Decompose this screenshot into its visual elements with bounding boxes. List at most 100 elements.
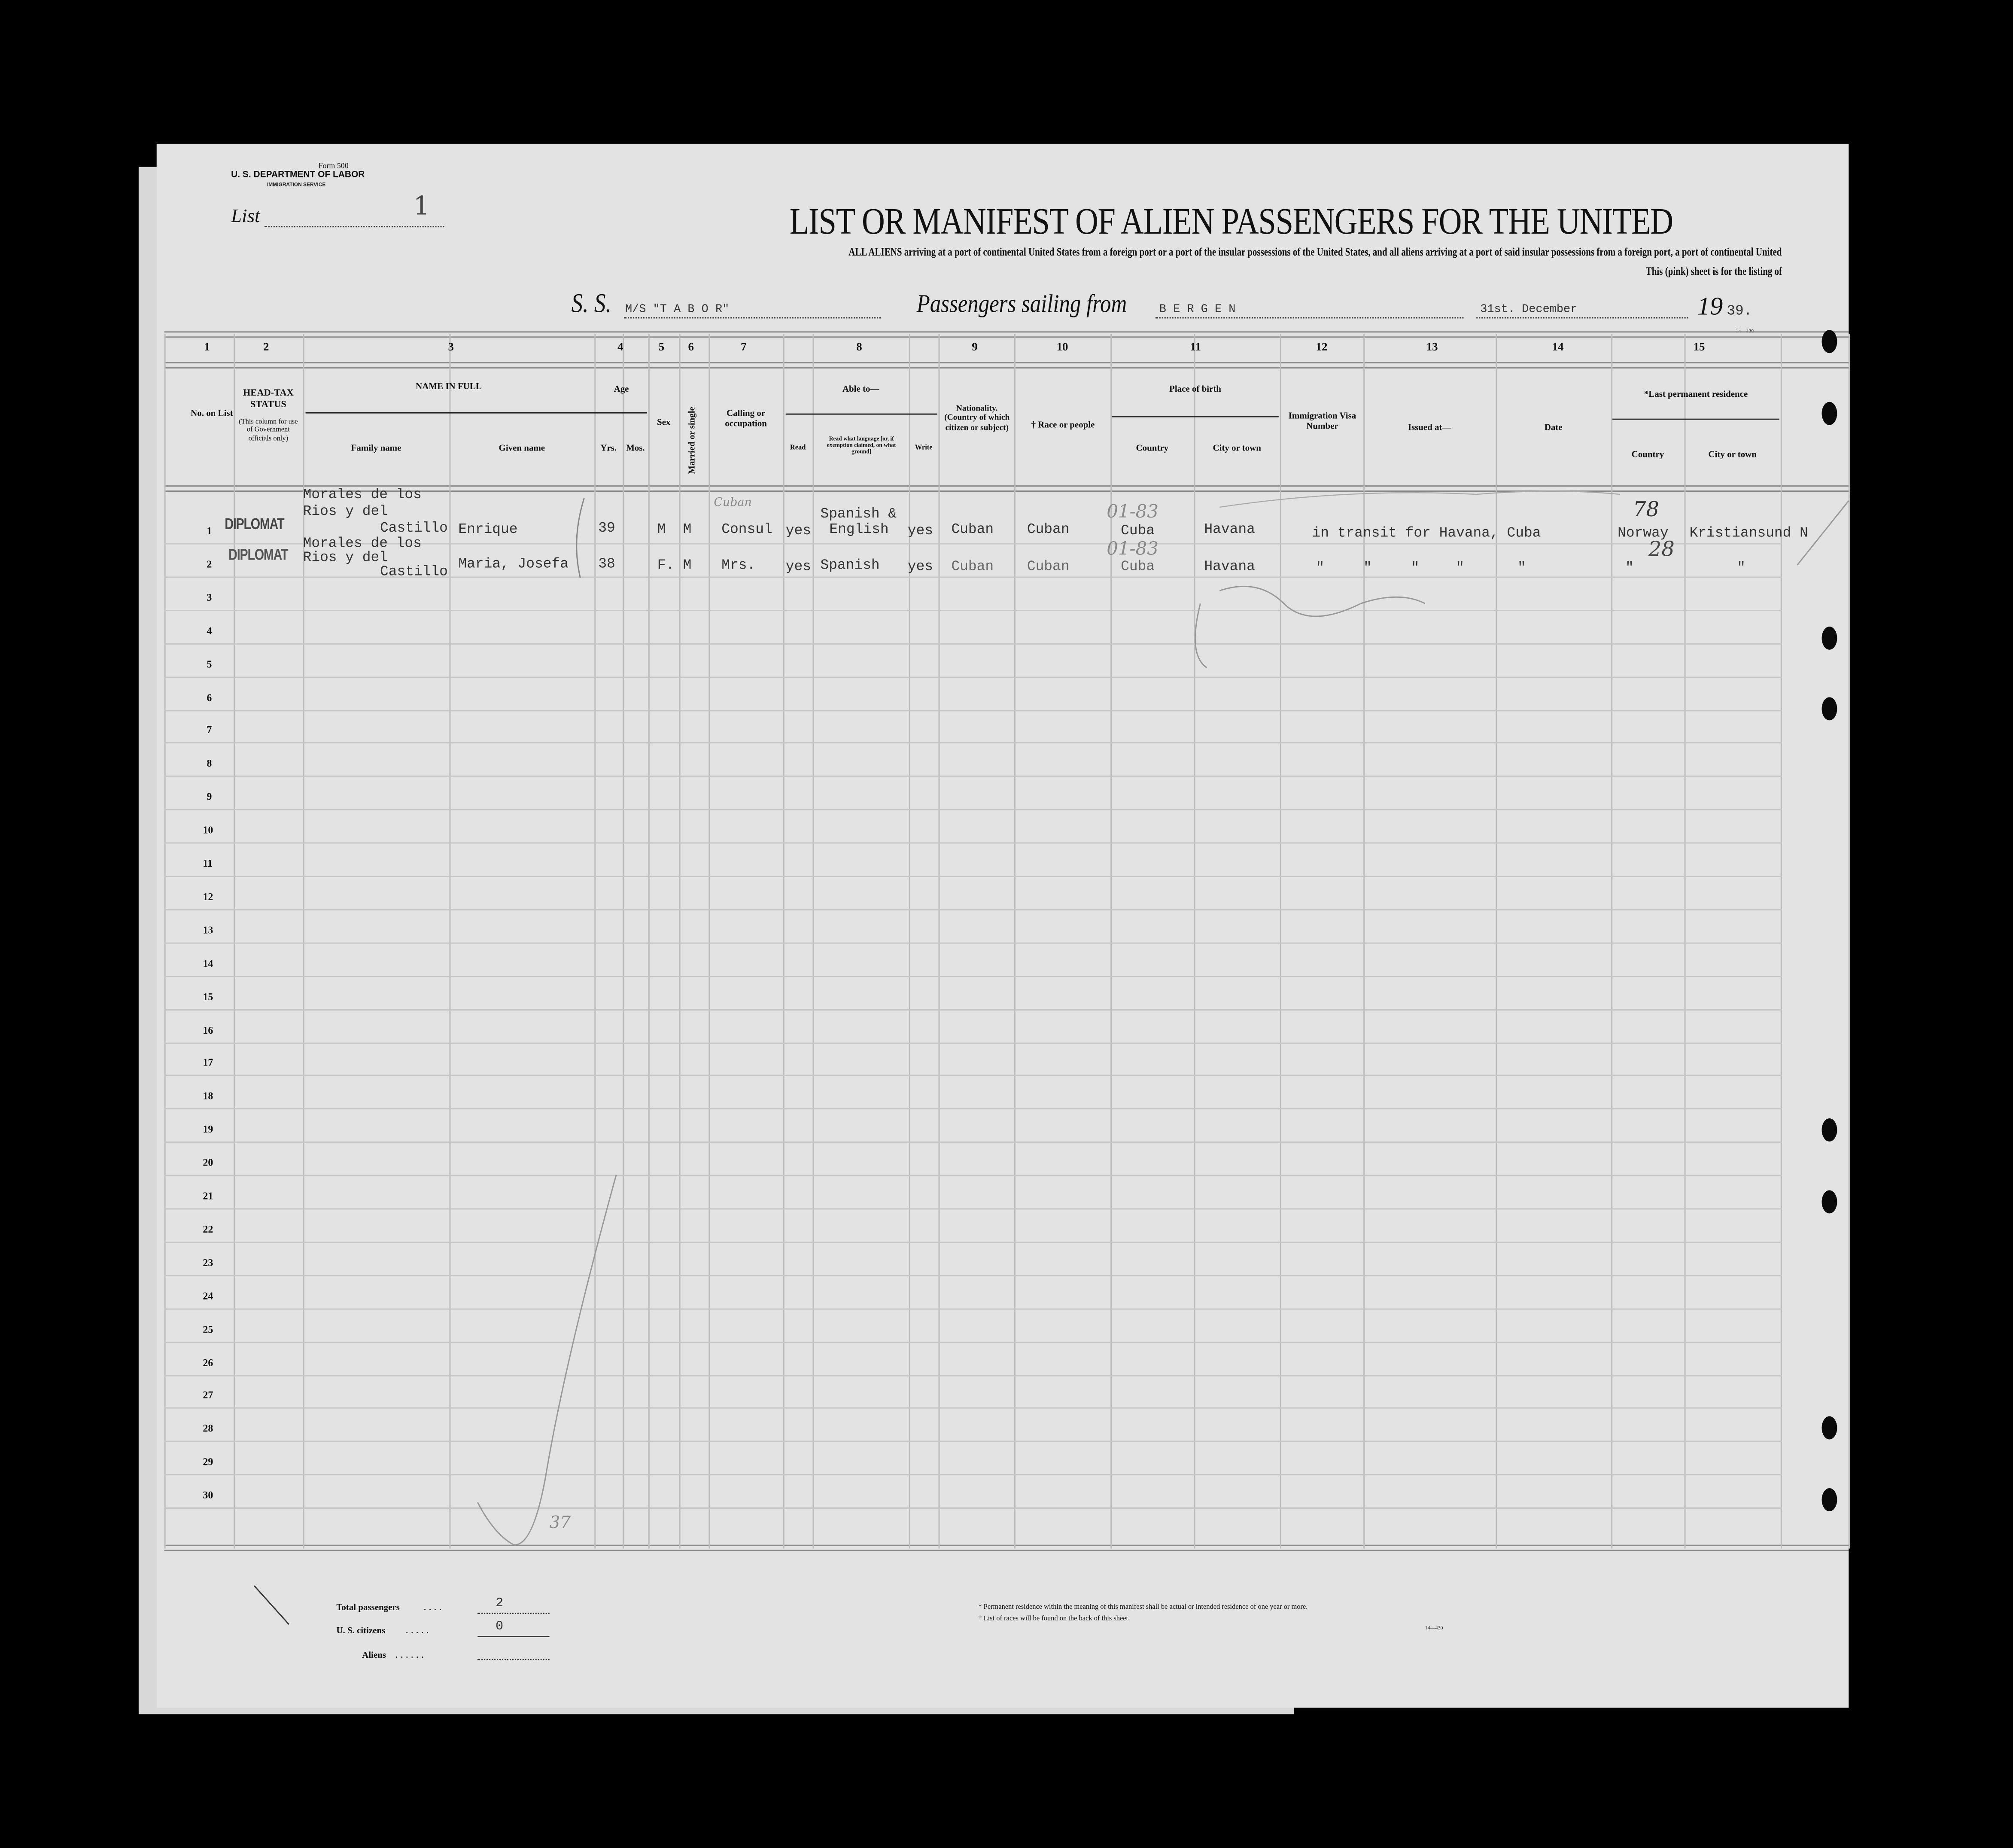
punch-hole [1821, 1118, 1837, 1142]
column-divider [1611, 334, 1613, 1549]
handwritten-occupation-note: Cuban [714, 497, 752, 510]
occupation: Mrs. [721, 558, 756, 574]
subtitle: ALL ALIENS arriving at a port of contine… [848, 245, 1782, 258]
row-number: 8 [207, 758, 212, 770]
sex: M [657, 522, 666, 538]
punch-hole [1821, 330, 1837, 353]
residence-country: Norway [1618, 526, 1669, 542]
row-rule [164, 543, 1782, 545]
list-label: List [231, 207, 260, 228]
us-citizens-value: 0 [496, 1620, 504, 1635]
header-head-tax: HEAD-TAX STATUS [243, 386, 294, 409]
row-number: 15 [203, 990, 213, 1002]
ditto-mark: " [1316, 561, 1325, 577]
bracket-mark [576, 498, 585, 578]
list-field-line [264, 226, 444, 228]
row-rule [164, 1474, 1782, 1476]
header-birth-country: Country [1136, 443, 1169, 454]
column-number: 12 [1316, 340, 1328, 353]
sailing-label: Passengers sailing from [916, 290, 1127, 319]
row-number: 10 [203, 824, 213, 836]
row-number: 26 [203, 1356, 213, 1368]
year-prefix: 19 [1697, 292, 1723, 321]
row-rule [164, 876, 1782, 877]
residence-city: " [1737, 561, 1745, 577]
row-rule [164, 1175, 1782, 1176]
header-bottom-rule [164, 485, 1849, 492]
column-number: 2 [263, 340, 269, 353]
row-rule [164, 576, 1782, 578]
column-divider [679, 334, 681, 1549]
row-rule [164, 776, 1782, 777]
column-divider [1496, 334, 1497, 1549]
birth-city: Havana [1204, 522, 1255, 538]
column-divider [1684, 334, 1686, 1549]
visa-note: in transit for Havana, Cuba [1312, 526, 1541, 542]
column-divider [594, 334, 596, 1549]
race: Cuban [1027, 522, 1070, 538]
subtitle-2: This (pink) sheet is for the listing of [1645, 264, 1782, 277]
column-divider [1014, 334, 1016, 1549]
header-top-rule [164, 362, 1849, 369]
row-rule [164, 809, 1782, 811]
row-number: 17 [203, 1057, 213, 1069]
ss-label: S. S. [571, 287, 611, 319]
us-citizens-label: U. S. citizens [336, 1626, 386, 1636]
row-number: 3 [207, 591, 212, 603]
header-read-language: Read what language [or, if exemption cla… [827, 435, 896, 455]
footnote-races: † List of races will be found on the bac… [978, 1615, 1130, 1623]
residence-city: Kristiansund N [1689, 526, 1808, 542]
row-rule [164, 1075, 1782, 1077]
header-res-city: City or town [1708, 449, 1757, 460]
departure-date: 31st. December [1480, 303, 1578, 316]
header-issued-at: Issued at— [1408, 422, 1451, 433]
signature-mark [1195, 585, 1426, 668]
family-name-line: Castillo [380, 521, 448, 537]
given-name: Maria, Josefa [458, 557, 569, 573]
column-number: 14 [1552, 340, 1564, 353]
header-yrs: Yrs. [600, 443, 617, 454]
family-name-line: Rios y del [303, 504, 388, 520]
row-rule [164, 1374, 1782, 1376]
column-number: 6 [688, 340, 694, 353]
row-number: 7 [207, 725, 212, 737]
ditto-mark: " [1411, 561, 1420, 577]
departure-port: B E R G E N [1159, 303, 1236, 316]
row-number: 30 [203, 1489, 213, 1501]
handwritten-residence-code: 28 [1648, 536, 1675, 561]
nationality: Cuban [951, 522, 994, 538]
column-divider [303, 334, 304, 1549]
header-visa-number: Immigration Visa Number [1288, 411, 1356, 432]
column-number: 7 [741, 340, 747, 353]
ship-field-line [624, 317, 881, 319]
column-divider [938, 334, 940, 1549]
row-number: 13 [203, 924, 213, 936]
residence-rule [1612, 418, 1779, 420]
handwritten-residence-code: 78 [1633, 497, 1659, 521]
language-line: Spanish [820, 558, 880, 574]
department: U. S. DEPARTMENT OF LABOR [231, 170, 365, 180]
column-number: 1 [204, 340, 210, 353]
row-number: 21 [203, 1190, 213, 1202]
row-rule [164, 1407, 1782, 1409]
row-rule [164, 1308, 1782, 1309]
column-divider [709, 334, 710, 1549]
punch-hole [1821, 1190, 1837, 1214]
birth-country: Cuba [1121, 560, 1155, 575]
total-passengers-label: Total passengers [336, 1602, 400, 1613]
ditto-mark: " [1363, 561, 1372, 577]
row-number: 29 [203, 1456, 213, 1468]
footnote-residence: * Permanent residence within the meaning… [978, 1604, 1308, 1612]
header-able-to: Able to— [842, 384, 879, 394]
row-number: 14 [203, 957, 213, 969]
header-last-residence: *Last permanent residence [1644, 389, 1748, 399]
subtitle-lead: ALL ALIENS [848, 245, 902, 258]
row-number: 22 [203, 1223, 213, 1235]
birth-city: Havana [1204, 560, 1255, 575]
row-rule [164, 642, 1782, 644]
check-mark [1797, 500, 1849, 566]
row-number: 18 [203, 1090, 213, 1102]
column-divider [1280, 334, 1281, 1549]
column-divider [623, 334, 624, 1549]
citizens-leader-dots: . . . . . [405, 1624, 429, 1636]
